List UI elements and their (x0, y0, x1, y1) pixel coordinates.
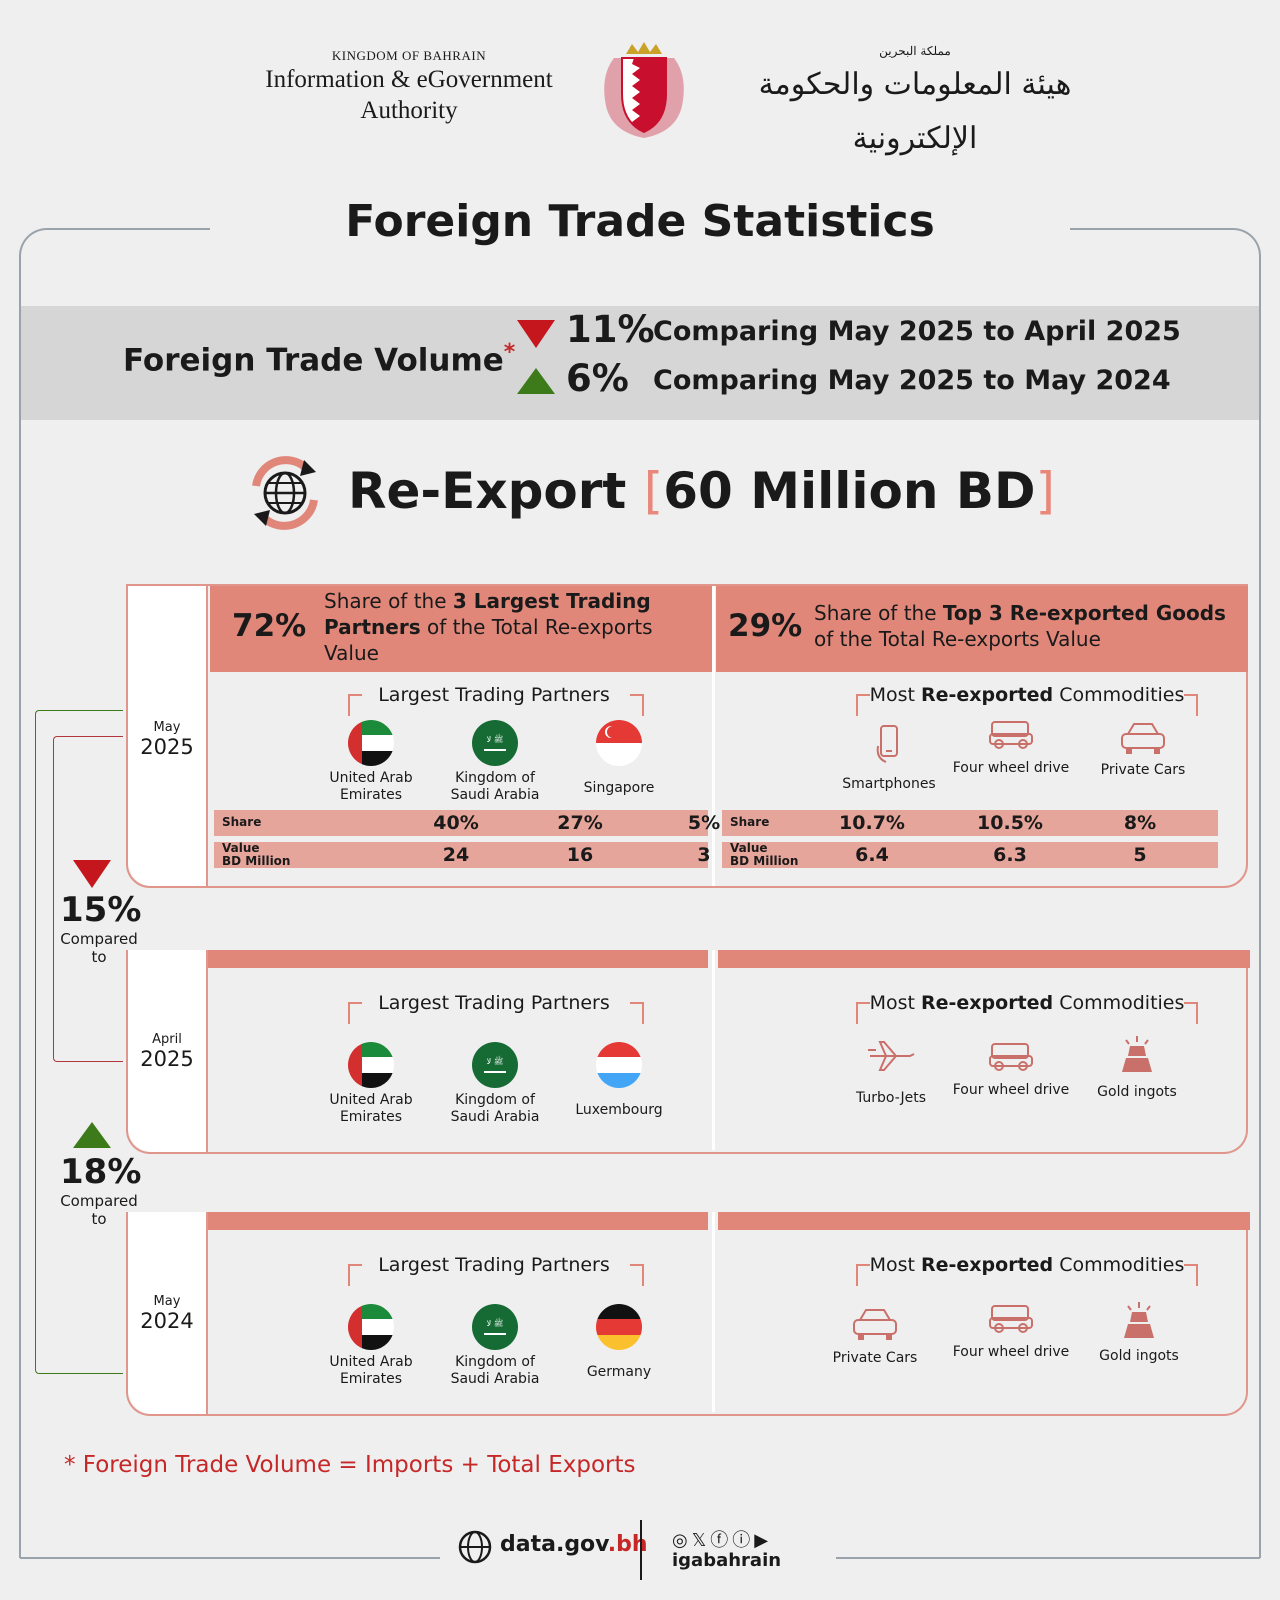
commodity-name: Four wheel drive (952, 760, 1070, 776)
authority-name-en: KINGDOM OF BAHRAIN Information & eGovern… (236, 48, 582, 126)
commodities-heading: Most Re-exported Commodities (869, 992, 1185, 1014)
card-may-2024: May 2024 Largest Trading Partners United… (126, 1212, 1250, 1416)
goods-share-header: 29% Share of the Top 3 Re-exported Goods… (716, 586, 1248, 672)
monthly-change-pct: 11% (566, 308, 655, 351)
partner-name: United Arab Emirates (329, 1354, 413, 1387)
commodity-share-row: Share 10.7% 10.5% 8% (722, 810, 1218, 836)
partner-name: Kingdom of Saudi Arabia (450, 770, 540, 803)
partner-name: Kingdom of Saudi Arabia (450, 1354, 540, 1387)
up-arrow-icon (517, 368, 555, 394)
partner-name: United Arab Emirates (329, 1092, 413, 1125)
commodity-name: Turbo-Jets (855, 1090, 927, 1106)
partner-name: Singapore (583, 780, 655, 796)
commodity-name: Four wheel drive (952, 1344, 1070, 1360)
authority-line-2: Authority (360, 97, 458, 124)
gold-ingots-icon (1124, 1302, 1154, 1338)
comparison-line-monthly (53, 736, 123, 1062)
saudi-flag-icon: ﷺ ﻻ (472, 1042, 518, 1088)
period-label: May 2024 (128, 1212, 208, 1414)
monthly-change-text: Comparing May 2025 to April 2025 (653, 316, 1181, 347)
compare-label: Compared to (60, 1192, 138, 1228)
authority-line-1: Information & eGovernment (265, 66, 553, 93)
social-icons[interactable]: ◎𝕏ⓕⓘ▶ (672, 1530, 773, 1551)
footnote: * Foreign Trade Volume = Imports + Total… (64, 1452, 636, 1478)
suv-icon (989, 721, 1033, 749)
commodity-name: Gold ingots (1099, 1348, 1179, 1364)
reexport-heading: Re-Export [60 Million BD] (348, 462, 1055, 520)
uae-flag-icon (348, 1042, 394, 1088)
authority-name-ar: مملكة البحرين هيئة المعلومات والحكومة ال… (700, 44, 1130, 166)
luxembourg-flag-icon (596, 1042, 642, 1088)
header: KINGDOM OF BAHRAIN Information & eGovern… (0, 36, 1280, 156)
suv-icon (989, 1305, 1033, 1333)
commodities-heading: Most Re-exported Commodities (869, 1254, 1185, 1276)
car-icon (1121, 723, 1165, 754)
gold-ingots-icon (1122, 1036, 1152, 1072)
compare-pct-monthly: 15% (60, 890, 142, 930)
partner-name: Kingdom of Saudi Arabia (450, 1092, 540, 1125)
partner-name: Luxembourg (575, 1102, 663, 1118)
commodity-name: Smartphones (842, 776, 936, 792)
yearly-change-pct: 6% (566, 357, 629, 400)
globe-cycle-icon (252, 456, 318, 530)
jet-icon (868, 1041, 915, 1071)
asterisk: * (503, 340, 516, 365)
period-label: May 2025 (128, 586, 208, 886)
down-arrow-icon (517, 320, 555, 348)
partners-heading: Largest Trading Partners (378, 992, 610, 1014)
commodity-name: Private Cars (1100, 762, 1186, 778)
uae-flag-icon (348, 720, 394, 766)
partners-heading: Largest Trading Partners (378, 1254, 610, 1276)
svg-text:ﷺ ﻻ: ﷺ ﻻ (487, 1055, 504, 1066)
smartphone-icon (876, 725, 898, 763)
partner-share-row: Share 40% 27% 5% (214, 810, 720, 836)
commodity-name: Four wheel drive (952, 1082, 1070, 1098)
kingdom-label-ar: مملكة البحرين (879, 44, 951, 58)
partners-heading: Largest Trading Partners (378, 684, 610, 706)
commodity-value-row: Value BD Million 6.4 6.3 5 (722, 842, 1218, 868)
uae-flag-icon (348, 1304, 394, 1350)
partner-name: Germany (586, 1364, 652, 1380)
bahrain-crest-logo (604, 42, 684, 138)
partners-share-header: 72% Share of the 3 Largest Trading Partn… (210, 586, 712, 672)
partner-name: United Arab Emirates (329, 770, 413, 803)
svg-text:ﷺ ﻻ: ﷺ ﻻ (487, 733, 504, 744)
website-link[interactable]: data.gov.bh (500, 1532, 648, 1557)
card-may-2025: May 2025 72% Share of the 3 Largest Trad… (126, 584, 1248, 888)
trade-volume-label: Foreign Trade Volume* (123, 340, 516, 379)
comparison-line-yearly (35, 710, 123, 1374)
yearly-change-text: Comparing May 2025 to May 2024 (653, 365, 1171, 396)
page-title: Foreign Trade Statistics (345, 196, 935, 247)
compare-pct-yearly: 18% (60, 1152, 142, 1192)
down-arrow-icon (73, 860, 111, 888)
germany-flag-icon (596, 1304, 642, 1350)
period-label: April 2025 (128, 950, 208, 1152)
svg-text:ﷺ ﻻ: ﷺ ﻻ (487, 1317, 504, 1328)
kingdom-label: KINGDOM OF BAHRAIN (331, 48, 487, 63)
commodity-name: Private Cars (832, 1350, 918, 1366)
trade-volume-band: Foreign Trade Volume* 11% Comparing May … (21, 306, 1259, 420)
compare-label: Compared to (60, 930, 138, 966)
authority-ar: هيئة المعلومات والحكومة الإلكترونية (758, 67, 1072, 156)
car-icon (853, 1309, 897, 1340)
social-handle[interactable]: igabahrain (672, 1550, 782, 1571)
suv-icon (989, 1043, 1033, 1071)
card-april-2025: April 2025 Largest Trading Partners Unit… (126, 950, 1250, 1154)
commodities-heading: Most Re-exported Commodities (869, 684, 1185, 706)
globe-icon (458, 1530, 492, 1564)
reexport-value: 60 Million BD (663, 462, 1036, 520)
commodity-name: Gold ingots (1097, 1084, 1177, 1100)
singapore-flag-icon (596, 720, 642, 766)
up-arrow-icon (73, 1122, 111, 1148)
partner-value-row: Value BD Million 24 16 3 (214, 842, 711, 868)
saudi-flag-icon: ﷺ ﻻ (472, 1304, 518, 1350)
saudi-flag-icon: ﷺ ﻻ (472, 720, 518, 766)
